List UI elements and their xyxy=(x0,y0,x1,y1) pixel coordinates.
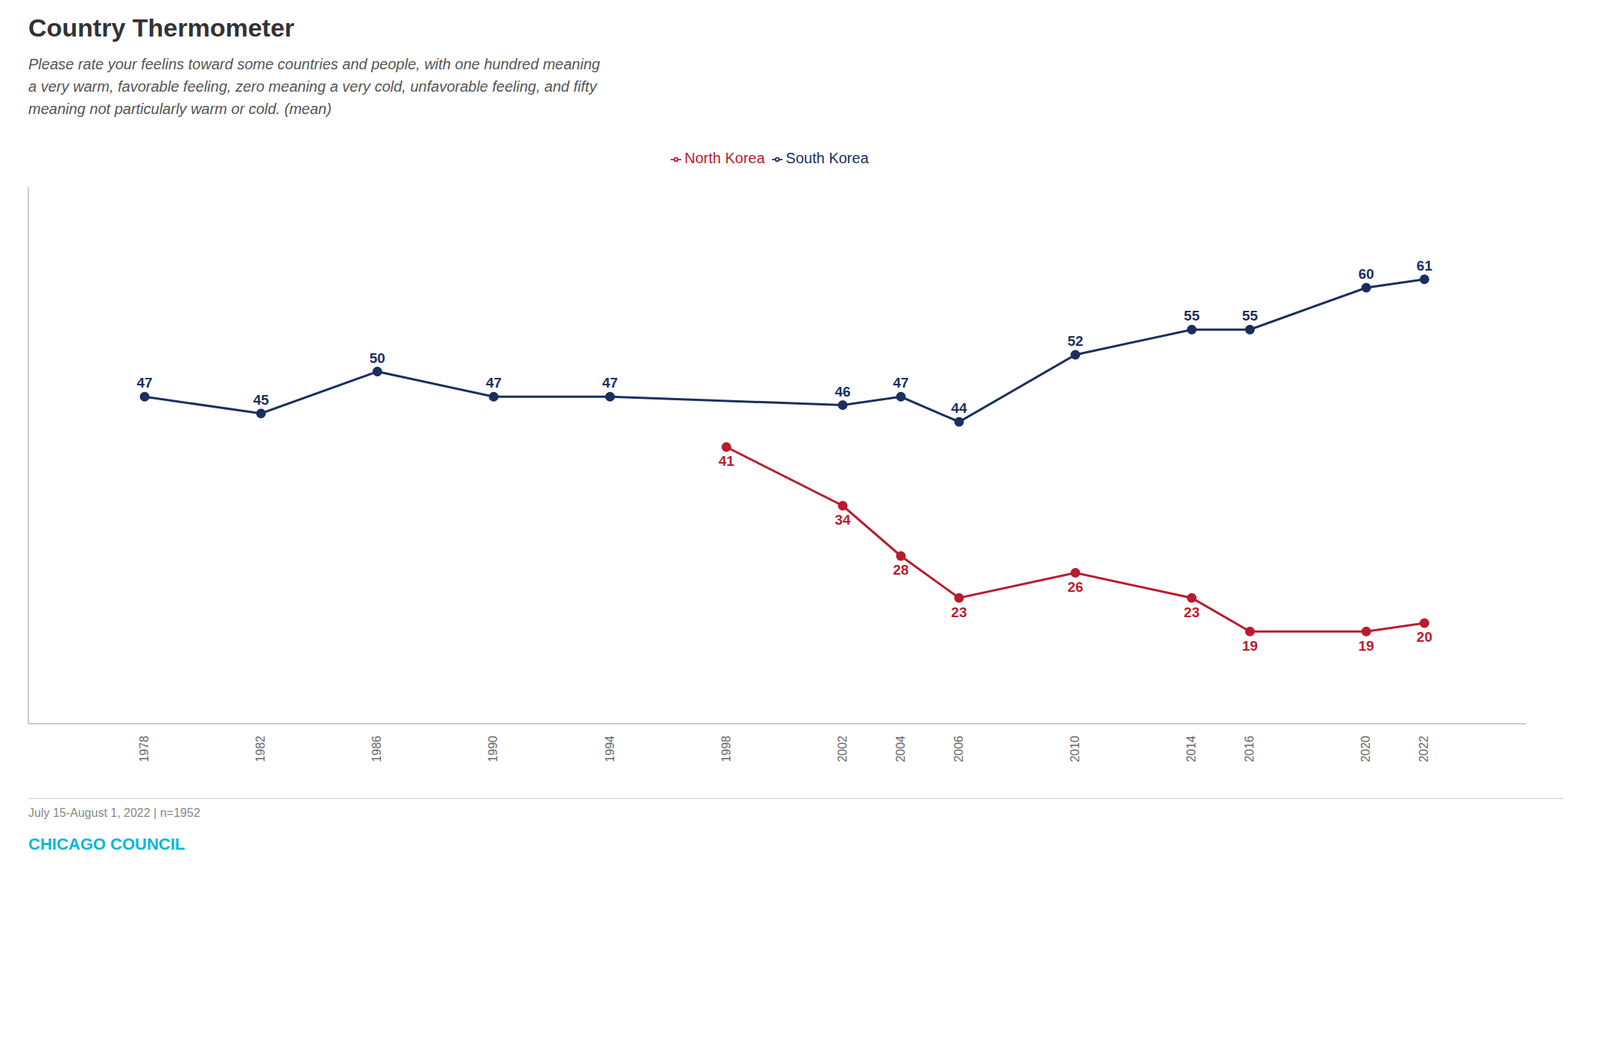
svg-text:46: 46 xyxy=(834,383,851,400)
svg-text:20: 20 xyxy=(1416,628,1433,645)
svg-text:2010: 2010 xyxy=(1068,735,1082,763)
svg-text:61: 61 xyxy=(1416,257,1434,274)
svg-text:45: 45 xyxy=(253,391,270,408)
svg-text:19: 19 xyxy=(1242,637,1258,654)
html-text:Country Thermometer: Country Thermometer xyxy=(28,13,295,42)
html-text:South Korea: South Korea xyxy=(785,149,869,167)
svg-text:2014: 2014 xyxy=(1184,735,1198,763)
svg-text:19: 19 xyxy=(1358,637,1375,654)
svg-text:26: 26 xyxy=(1067,579,1083,595)
svg-text:23: 23 xyxy=(1184,604,1200,621)
svg-text:52: 52 xyxy=(1067,333,1083,349)
svg-text:1978: 1978 xyxy=(137,735,151,763)
svg-text:1982: 1982 xyxy=(254,735,267,763)
svg-text:1994: 1994 xyxy=(603,735,617,763)
svg-text:47: 47 xyxy=(602,374,618,391)
svg-text:47: 47 xyxy=(485,374,502,391)
svg-text:44: 44 xyxy=(950,400,968,416)
svg-text:23: 23 xyxy=(950,604,967,621)
svg-text:55: 55 xyxy=(1242,307,1259,324)
svg-text:1998: 1998 xyxy=(719,735,733,763)
svg-text:2002: 2002 xyxy=(836,735,849,763)
svg-text:2004: 2004 xyxy=(894,735,907,763)
html-text:Please rate your feelins towar: Please rate your feelins toward some cou… xyxy=(28,55,600,73)
svg-text:47: 47 xyxy=(137,374,153,391)
html-text:meaning not particularly warm: meaning not particularly warm or cold. (… xyxy=(28,100,332,118)
html-text:North Korea: North Korea xyxy=(684,149,765,167)
svg-text:41: 41 xyxy=(718,453,735,469)
html-text:July 15-August 1, 2022 | n=195: July 15-August 1, 2022 | n=1952 xyxy=(28,806,201,820)
html-text:CHICAGO COUNCIL: CHICAGO COUNCIL xyxy=(28,834,185,854)
svg-text:55: 55 xyxy=(1184,307,1201,324)
svg-text:60: 60 xyxy=(1358,266,1375,282)
svg-text:2020: 2020 xyxy=(1359,735,1372,763)
svg-text:1986: 1986 xyxy=(370,735,384,763)
svg-text:34: 34 xyxy=(834,511,852,528)
html-text:a very warm, favorable feeling: a very warm, favorable feeling, zero mea… xyxy=(28,78,597,95)
svg-text:47: 47 xyxy=(892,374,909,391)
svg-text:28: 28 xyxy=(892,561,909,578)
svg-text:2016: 2016 xyxy=(1243,735,1256,763)
svg-text:50: 50 xyxy=(369,350,386,366)
svg-text:2022: 2022 xyxy=(1417,735,1431,763)
svg-text:1990: 1990 xyxy=(486,735,500,763)
svg-text:2006: 2006 xyxy=(952,735,966,763)
